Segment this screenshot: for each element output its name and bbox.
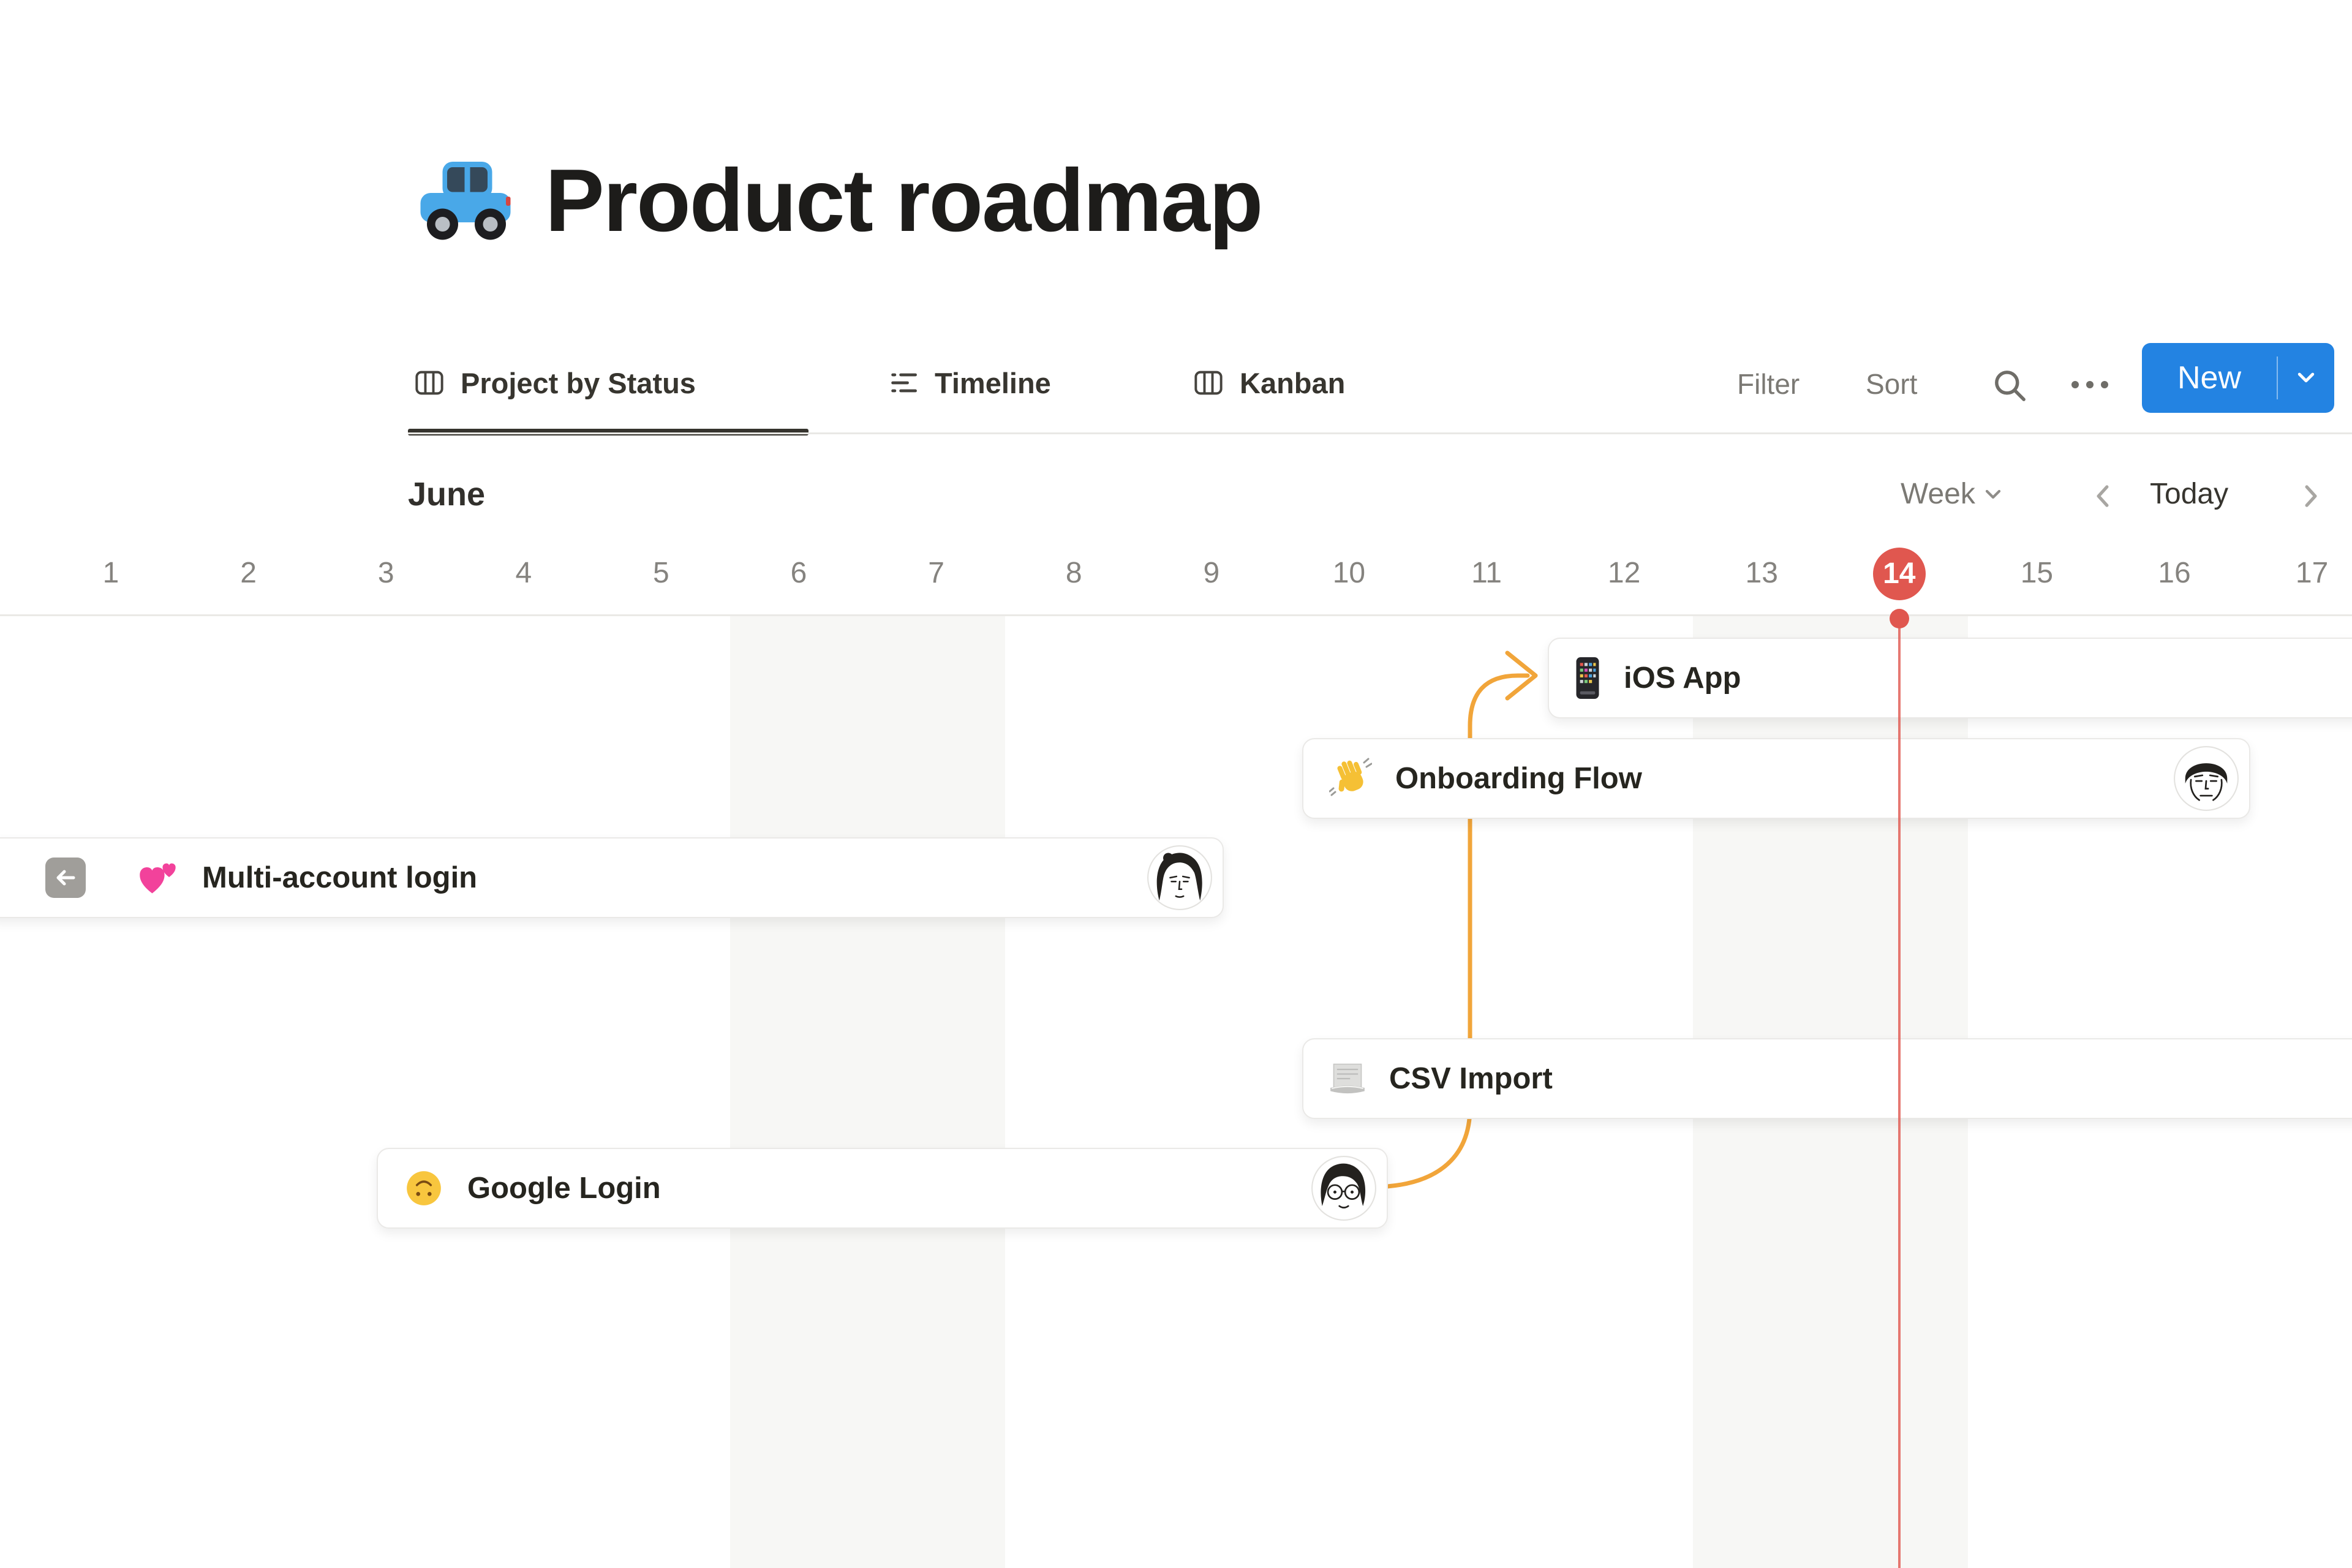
filter-button[interactable]: Filter [1737, 368, 1800, 400]
timeline-item-title: Multi-account login [202, 861, 478, 894]
timeline-view-icon [891, 373, 917, 393]
timeline-item-title: iOS App [1624, 662, 1741, 695]
day-label: 6 [790, 557, 807, 589]
chevron-down-icon [1985, 489, 2000, 499]
day-label: 7 [928, 557, 944, 589]
month-label: June [408, 476, 486, 513]
timeline-item-title: Onboarding Flow [1395, 762, 1642, 795]
waving-hand-emoji-icon [1329, 758, 1372, 796]
upside-down-face-emoji-icon [407, 1171, 441, 1205]
tab-kanban[interactable]: Kanban [1193, 363, 1345, 403]
blue-car-emoji-icon [420, 162, 511, 240]
prev-period-button[interactable] [2092, 483, 2113, 513]
day-label: 10 [1332, 557, 1366, 589]
day-label: 1 [102, 557, 119, 589]
timeline-item-title: Google Login [467, 1172, 661, 1205]
tab-label: Kanban [1240, 366, 1346, 399]
timeline-item-google-login[interactable]: Google Login [377, 1148, 1388, 1229]
man-avatar [2174, 746, 2239, 811]
today-button[interactable]: Today [2150, 478, 2229, 510]
page-title-row: Product roadmap [414, 150, 1263, 250]
woman-glasses-avatar [1311, 1156, 1376, 1221]
sort-button[interactable]: Sort [1866, 368, 1918, 400]
table-view-icon [415, 371, 443, 395]
jump-to-start-button[interactable] [45, 858, 86, 898]
arrow-left-icon [56, 870, 75, 886]
day-label: 11 [1471, 557, 1502, 589]
new-button[interactable]: New [2142, 343, 2334, 413]
timeline-item-title: CSV Import [1389, 1062, 1553, 1095]
new-dropdown-button[interactable] [2278, 371, 2334, 385]
more-options-button[interactable] [2069, 379, 2113, 394]
kanban-view-icon [1194, 371, 1223, 395]
today-marker-dot [1889, 609, 1909, 628]
scale-selector[interactable]: Week [1901, 477, 2002, 512]
day-label: 3 [377, 557, 394, 589]
chevron-left-icon [2097, 485, 2109, 507]
tab-label: Timeline [935, 366, 1051, 399]
today-vertical-line [1898, 627, 1901, 1568]
timeline-item-onboarding-flow[interactable]: Onboarding Flow [1302, 738, 2250, 819]
two-hearts-emoji-icon [140, 863, 176, 894]
tab-project-by-status[interactable]: Project by Status [414, 363, 696, 403]
timeline-item-ios-app[interactable]: iOS App [1548, 638, 2352, 718]
timeline-item-csv-import[interactable]: CSV Import [1302, 1038, 2352, 1119]
day-label: 17 [2295, 557, 2329, 589]
day-label: 13 [1745, 557, 1778, 589]
ellipsis-icon [2071, 381, 2108, 388]
new-button-separator [2277, 356, 2278, 399]
day-label: 9 [1203, 557, 1220, 589]
mobile-phone-emoji-icon [1576, 657, 1599, 699]
day-label: 15 [2020, 557, 2054, 589]
search-icon [1995, 371, 2026, 401]
day-label: 8 [1065, 557, 1082, 589]
today-badge: 14 [1872, 548, 1926, 600]
tab-label: Project by Status [461, 366, 696, 399]
search-button[interactable] [1992, 368, 2029, 407]
timeline-item-multi-account-login[interactable]: Multi-account login [0, 837, 1224, 918]
tab-timeline[interactable]: Timeline [888, 363, 1051, 403]
new-button-label: New [2177, 360, 2242, 396]
day-label: 5 [653, 557, 669, 589]
day-label: 16 [2158, 557, 2191, 589]
next-period-button[interactable] [2301, 483, 2321, 513]
newspaper-emoji-icon [1330, 1063, 1365, 1094]
page-title: Product roadmap [545, 150, 1263, 250]
day-label: 12 [1607, 557, 1641, 589]
tabbar-divider [408, 432, 2352, 434]
woman-long-hair-avatar [1147, 845, 1212, 910]
chevron-right-icon [2305, 485, 2317, 507]
active-tab-underline [408, 429, 809, 435]
day-label: 2 [240, 557, 257, 589]
scale-value: Week [1901, 478, 1975, 510]
chevron-down-icon [2297, 372, 2315, 383]
weekend-stripe [730, 616, 1005, 1568]
calendar-divider [0, 614, 2352, 616]
day-label: 4 [515, 557, 532, 589]
